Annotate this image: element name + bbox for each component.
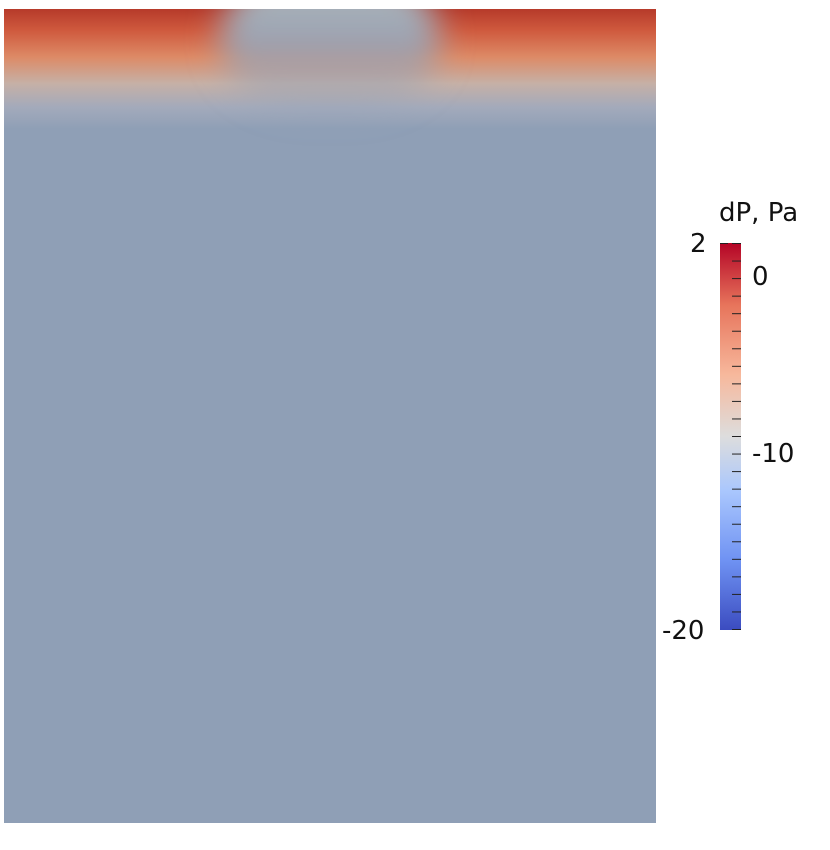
colorbar-gradient [720, 243, 741, 630]
colorbar-label-mid: -10 [752, 439, 795, 469]
colorbar-label-max: 2 [690, 229, 707, 259]
colorbar-ticks [720, 243, 741, 630]
field-background [4, 9, 656, 823]
colorbar-label-min: -20 [662, 616, 705, 646]
colorbar[interactable] [720, 243, 741, 630]
pressure-field-plot [4, 9, 656, 823]
colorbar-label-zero: 0 [752, 262, 769, 292]
render-viewport[interactable] [4, 9, 656, 823]
colorbar-title: dP, Pa [719, 198, 799, 228]
center-low-pressure-notch [220, 9, 440, 119]
